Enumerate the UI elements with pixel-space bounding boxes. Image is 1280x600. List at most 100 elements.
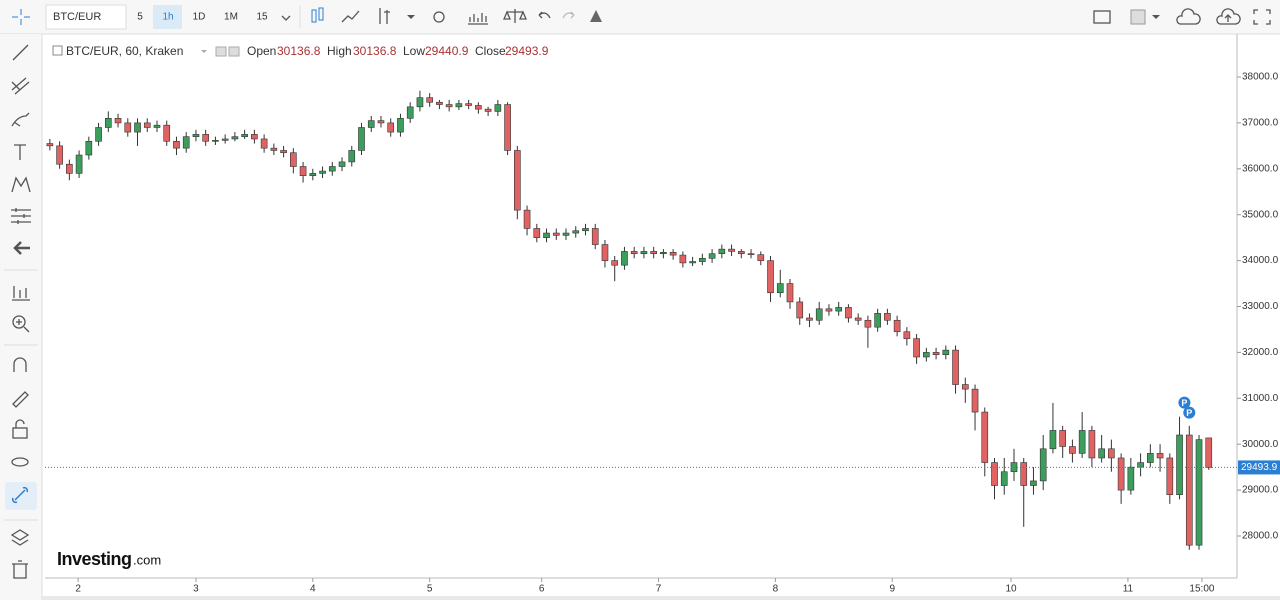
annotation-marker[interactable] bbox=[1183, 406, 1196, 419]
ruler-icon[interactable] bbox=[12, 286, 30, 301]
candle-body bbox=[825, 308, 833, 312]
save-icon[interactable] bbox=[1216, 8, 1241, 25]
x-tick-label: 5 bbox=[427, 584, 433, 595]
candle-body bbox=[358, 127, 365, 151]
interval-button[interactable]: 1h bbox=[162, 12, 173, 23]
fullscreen-icon[interactable] bbox=[1253, 9, 1271, 25]
x-tick-label: 11 bbox=[1123, 584, 1134, 595]
legend-value: 29493.9 bbox=[505, 44, 549, 58]
legend-value: 30136.8 bbox=[353, 44, 397, 58]
color-icon[interactable] bbox=[1130, 9, 1146, 25]
candle-body bbox=[1156, 453, 1164, 459]
candle-body bbox=[699, 258, 706, 262]
collapse-icon[interactable] bbox=[52, 45, 63, 56]
x-tick-label: 10 bbox=[1006, 584, 1018, 595]
candle-body bbox=[163, 124, 171, 142]
x-tick-label: 15:00 bbox=[1189, 584, 1214, 595]
candle-body bbox=[290, 152, 297, 167]
candle-body bbox=[465, 103, 472, 106]
measure-icon[interactable] bbox=[11, 208, 31, 224]
settings-toggle[interactable] bbox=[228, 46, 240, 57]
candle-body bbox=[1137, 462, 1144, 468]
candle-body bbox=[767, 260, 774, 294]
candle-body bbox=[923, 352, 930, 358]
candle-body bbox=[1059, 430, 1066, 447]
legend-label: Open bbox=[247, 44, 276, 58]
fib-icon[interactable] bbox=[11, 77, 30, 95]
candle-body bbox=[572, 230, 580, 234]
candle-body bbox=[426, 97, 433, 103]
y-tick-label: 28000.0 bbox=[1242, 531, 1279, 542]
dropdown-icon[interactable] bbox=[407, 15, 415, 19]
brush-icon[interactable] bbox=[11, 112, 30, 127]
candle-body bbox=[445, 104, 453, 108]
candle-body bbox=[952, 349, 959, 385]
dropdown-icon[interactable] bbox=[281, 15, 291, 21]
link-icon[interactable] bbox=[11, 486, 29, 504]
alert-icon[interactable] bbox=[590, 10, 602, 22]
legend-label: Close bbox=[475, 44, 506, 58]
left-tools bbox=[4, 9, 38, 579]
settings-icon[interactable] bbox=[433, 11, 445, 23]
candle-body bbox=[1205, 437, 1213, 468]
candle-body bbox=[640, 251, 648, 255]
candle-body bbox=[114, 118, 122, 124]
candle-body bbox=[1127, 466, 1135, 491]
symbol-box[interactable] bbox=[45, 4, 127, 30]
undo-icon[interactable] bbox=[538, 11, 551, 19]
hide-icon[interactable] bbox=[13, 241, 30, 255]
candle-body bbox=[562, 232, 570, 236]
trash-icon[interactable] bbox=[12, 560, 28, 579]
candle-body bbox=[397, 118, 404, 133]
annotation-label[interactable]: P bbox=[1186, 408, 1192, 418]
redo-icon[interactable] bbox=[562, 11, 575, 19]
x-tick-label: 3 bbox=[193, 584, 199, 595]
trend-line-icon[interactable] bbox=[12, 44, 29, 61]
zoom-icon[interactable] bbox=[12, 315, 26, 329]
snapshot-icon[interactable] bbox=[1093, 10, 1111, 24]
area-icon[interactable] bbox=[341, 10, 360, 23]
candle-body bbox=[981, 411, 989, 463]
interval-button[interactable]: 1M bbox=[224, 12, 238, 23]
lock-icon[interactable] bbox=[12, 427, 28, 439]
candle-body bbox=[893, 319, 901, 333]
magnet-icon[interactable] bbox=[13, 357, 27, 372]
candle-body bbox=[1000, 471, 1008, 486]
pattern-icon[interactable] bbox=[11, 176, 31, 193]
bottom-bar bbox=[42, 596, 1280, 600]
x-tick-label: 8 bbox=[773, 584, 779, 595]
eye-toggle[interactable] bbox=[215, 46, 227, 57]
candle-body bbox=[46, 143, 54, 147]
symbol[interactable]: BTC/EUR bbox=[53, 11, 101, 23]
legend-label: High bbox=[327, 44, 352, 58]
annotation-label[interactable]: P bbox=[1181, 398, 1187, 408]
candle-body bbox=[1098, 448, 1105, 459]
lock-draw-icon[interactable] bbox=[12, 391, 29, 408]
candle-body bbox=[143, 122, 151, 128]
candle-body bbox=[104, 118, 112, 128]
interval-button[interactable]: 5 bbox=[137, 12, 143, 23]
candle-body bbox=[621, 251, 628, 266]
dropdown-icon[interactable] bbox=[201, 50, 207, 53]
load-icon[interactable] bbox=[1176, 8, 1201, 25]
interval-button[interactable]: 15 bbox=[256, 12, 268, 23]
crosshair-icon[interactable] bbox=[12, 9, 30, 25]
text-icon[interactable] bbox=[14, 144, 26, 160]
layers-icon[interactable] bbox=[10, 529, 30, 546]
eye-icon[interactable] bbox=[11, 457, 29, 467]
x-tick-label: 6 bbox=[539, 584, 545, 595]
candle-body bbox=[611, 260, 619, 266]
scales-icon[interactable] bbox=[503, 9, 527, 23]
annotation-marker[interactable] bbox=[1178, 396, 1191, 409]
dropdown-icon[interactable] bbox=[1152, 15, 1160, 19]
compare-icon[interactable] bbox=[468, 13, 488, 25]
lock-icon-part bbox=[15, 419, 25, 428]
interval-group: 5 1h 1D 1M 15 bbox=[137, 12, 268, 23]
indicator-icon[interactable] bbox=[379, 8, 390, 24]
candle-body bbox=[270, 147, 278, 151]
candles-icon[interactable] bbox=[311, 7, 324, 23]
interval-button[interactable]: 1D bbox=[193, 12, 206, 23]
candle-body bbox=[192, 134, 200, 137]
